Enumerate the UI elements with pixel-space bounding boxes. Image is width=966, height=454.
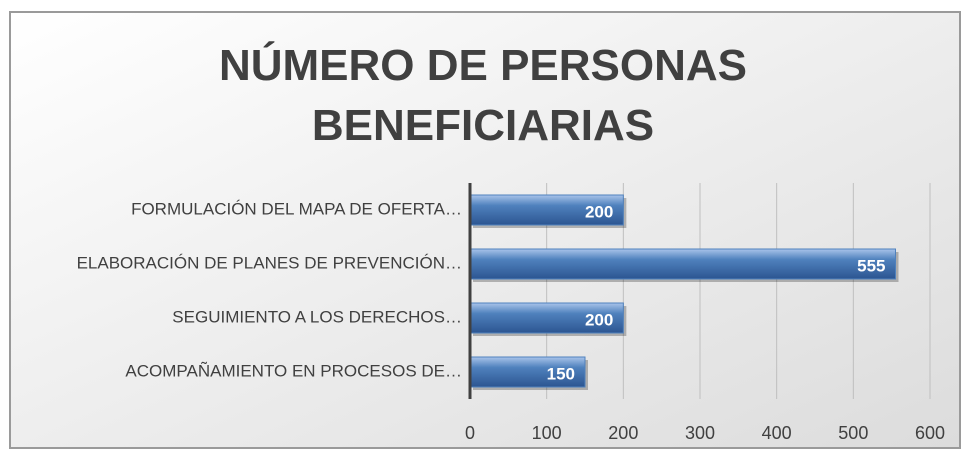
bar <box>469 248 896 280</box>
x-tick-label: 0 <box>465 423 475 443</box>
x-tick-label: 200 <box>608 423 638 443</box>
data-label: 555 <box>857 256 885 275</box>
x-tick-label: 600 <box>915 423 945 443</box>
x-tick-label: 300 <box>685 423 715 443</box>
bar <box>469 302 624 334</box>
x-tick-label: 500 <box>838 423 868 443</box>
y-tick-label: FORMULACIÓN DEL MAPA DE OFERTA… <box>131 199 462 218</box>
y-tick-label: ACOMPAÑAMIENTO EN PROCESOS DE… <box>125 361 462 380</box>
chart-title: NÚMERO DE PERSONAS BENEFICIARIAS <box>218 41 748 150</box>
bar <box>469 356 586 388</box>
data-label: 200 <box>585 310 613 329</box>
x-tick-label: 100 <box>532 423 562 443</box>
x-tick-label: 400 <box>762 423 792 443</box>
bar <box>469 194 624 226</box>
y-tick-label: ELABORACIÓN DE PLANES DE PREVENCIÓN… <box>77 253 462 272</box>
data-label: 150 <box>547 364 575 383</box>
y-tick-label: SEGUIMIENTO A LOS DERECHOS… <box>172 307 462 326</box>
data-label: 200 <box>585 202 613 221</box>
